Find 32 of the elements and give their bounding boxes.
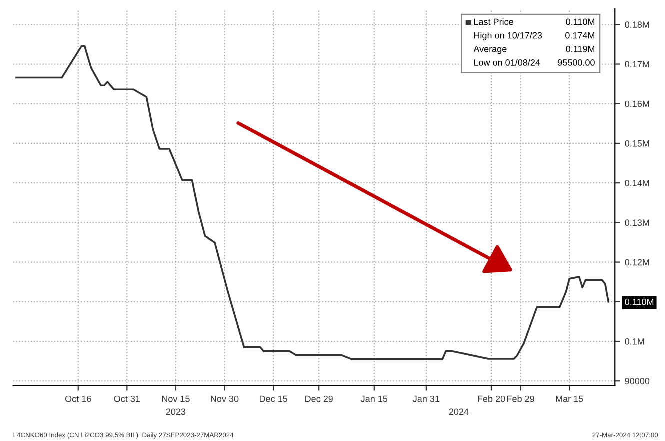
annotation: 0.110M <box>566 18 595 26</box>
y-tick-label: 90000 <box>625 378 650 384</box>
x-tick-label: Jan 15 <box>360 396 388 402</box>
x-tick-label: Mar 15 <box>556 396 584 402</box>
legend-label: Last Price <box>474 18 514 26</box>
annotation: Average <box>474 46 507 54</box>
y-tick-label: 0.12M <box>625 259 650 266</box>
x-tick-label: Feb 20 <box>478 396 506 402</box>
annotation: 95500.00 <box>558 60 595 66</box>
x-tick-label: Jan 31 <box>413 396 440 402</box>
y-tick-label: 0.15M <box>625 140 650 147</box>
x-tick-label: Oct 31 <box>114 396 140 402</box>
text: 2023 <box>166 408 186 416</box>
y-tick-label: 0.17M <box>625 61 650 68</box>
x-tick-label: Nov 15 <box>162 396 190 402</box>
y-tick-label: 0.110M <box>625 298 654 306</box>
x-tick-label: Feb 29 <box>507 396 534 402</box>
x-tick-label: Dec 15 <box>260 396 288 402</box>
y-tick-label: 0.1M <box>625 338 644 345</box>
x-tick-label: Dec 29 <box>306 396 333 402</box>
text: 2024 <box>449 408 469 416</box>
x-tick-label: Oct 16 <box>65 396 92 402</box>
y-tick-label: 0.14M <box>625 180 650 186</box>
annotation: Low on 01/08/24 <box>474 59 540 66</box>
y-tick-label: 0.16M <box>625 100 650 108</box>
x-tick-label: Nov 30 <box>211 396 239 402</box>
annotation: 0.174M <box>566 32 595 39</box>
y-tick-label: 0.13M <box>625 220 650 226</box>
line-series <box>16 46 610 360</box>
annotation: High on 10/17/23 <box>474 32 542 41</box>
annotation: 0.119M <box>566 46 595 52</box>
y-tick-label: 0.18M <box>625 22 650 28</box>
